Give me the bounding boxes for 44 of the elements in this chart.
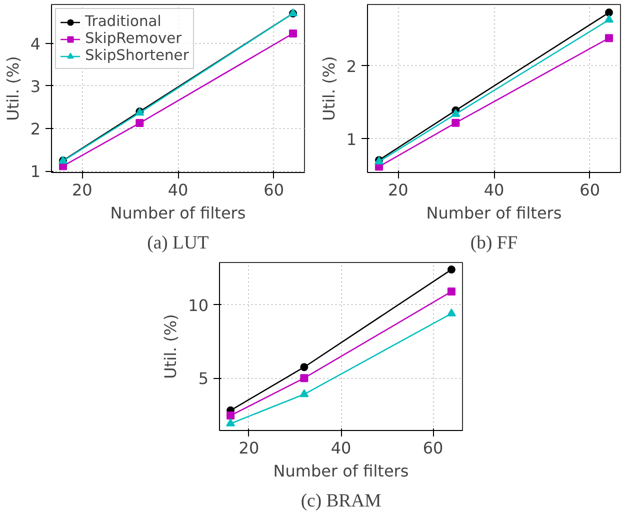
- point: [605, 34, 613, 42]
- x-tick-label: 40: [484, 180, 504, 200]
- point: [289, 29, 297, 38]
- x-tick-label: 20: [388, 180, 408, 200]
- x-tick-label: 40: [168, 180, 188, 200]
- point: [300, 363, 308, 372]
- point: [226, 418, 236, 426]
- legend-label: Traditional: [85, 13, 162, 30]
- y-tick-label: 1: [30, 162, 41, 182]
- point: [226, 412, 235, 420]
- x-axis-title: Number of filters: [110, 204, 246, 222]
- y-axis-title: Util. (%): [161, 314, 180, 379]
- point: [300, 374, 308, 382]
- y-tick-label: 5: [198, 369, 209, 388]
- y-tick-label: 10: [188, 296, 208, 315]
- point: [300, 389, 309, 398]
- legend-label: SkipRemover: [85, 30, 182, 47]
- point: [136, 119, 144, 128]
- point: [447, 266, 456, 274]
- x-tick-label: 20: [238, 438, 260, 458]
- x-tick-label: 60: [264, 180, 284, 200]
- x-axis-title: Number of filters: [426, 204, 562, 222]
- y-tick-label: 3: [30, 76, 41, 96]
- y-tick-label: 2: [30, 120, 41, 139]
- x-axis-title: Number of filters: [273, 462, 409, 480]
- point: [451, 108, 460, 117]
- x-tick-label: 60: [580, 180, 600, 200]
- y-tick-label: 4: [30, 34, 41, 54]
- x-tick-label: 20: [72, 180, 92, 200]
- point: [452, 118, 460, 127]
- x-tick-label: 60: [422, 438, 444, 458]
- text: (b) FF: [470, 232, 518, 254]
- y-tick-label: 2: [346, 56, 357, 76]
- point: [446, 308, 456, 316]
- legend-label: SkipShortener: [85, 47, 189, 64]
- point: [605, 8, 613, 17]
- y-tick-label: 1: [346, 130, 357, 149]
- point: [604, 14, 614, 23]
- x-tick-label: 40: [330, 438, 352, 458]
- text: (a) LUT: [147, 232, 210, 254]
- text: (c) BRAM: [300, 490, 382, 512]
- point: [447, 288, 456, 296]
- y-axis-title: Util. (%): [319, 56, 338, 121]
- y-axis-title: Util. (%): [3, 56, 22, 121]
